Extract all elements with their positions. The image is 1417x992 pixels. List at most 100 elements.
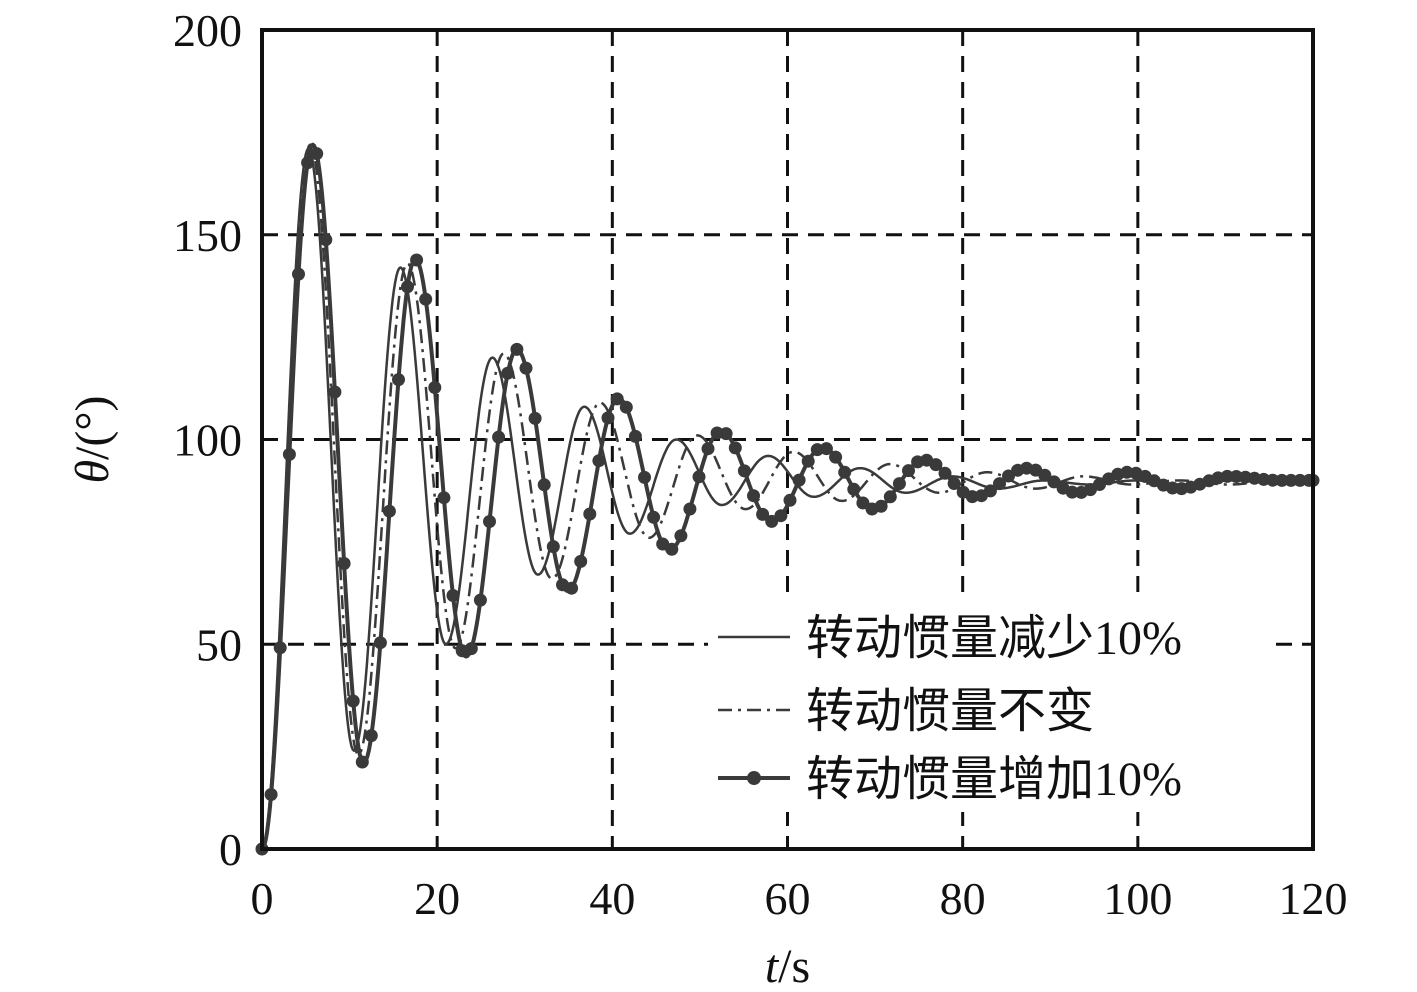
data-point [674,529,688,543]
data-point [983,484,997,498]
series-markers-2 [255,147,1320,856]
data-point [519,361,533,375]
data-point [401,280,414,294]
data-point [583,507,597,521]
data-point [410,253,424,267]
data-point [337,557,351,570]
legend-label-decrease: 转动惯量减少10% [806,612,1182,665]
data-point [437,491,451,505]
data-point [701,442,715,456]
x-axis-var: t [765,940,780,987]
data-point [464,642,478,656]
data-point [692,470,706,484]
data-point [528,411,542,425]
data-point [610,392,624,406]
data-point [301,156,315,170]
data-point [428,381,442,394]
legend-swatch-increase-marker [747,771,761,785]
data-point [892,477,906,491]
data-point [1275,473,1289,487]
x-tick-label-0: 0 [251,873,274,924]
data-point [847,482,861,496]
data-point [774,509,788,523]
data-point [310,147,324,161]
data-point [510,342,524,356]
data-point [355,755,369,769]
data-point [501,366,515,380]
data-point [1220,469,1234,483]
data-point [756,507,770,521]
x-tick-label-80: 80 [940,873,986,924]
data-point [446,589,460,602]
plot-frame [260,28,1315,851]
x-tick-label-100: 100 [1103,873,1172,924]
data-point [282,447,296,461]
data-point [819,442,833,456]
data-point [492,430,506,444]
data-point [319,233,333,247]
data-point [902,464,915,478]
data-point [619,400,633,414]
series-line-0 [261,147,1313,850]
x-tick-label-40: 40 [589,873,635,924]
data-point [1284,473,1298,487]
legend-background [708,592,1268,812]
data-point [783,493,797,507]
data-point [728,441,742,455]
data-point [382,504,396,518]
data-point [683,502,697,516]
data-point [838,465,852,479]
data-point [938,466,952,480]
tick-layer: 0 20 40 60 80 100 120 0 50 100 150 200 [173,5,1348,924]
y-tick-label-200: 200 [173,5,242,56]
data-point [273,641,287,655]
y-axis-unit: /(°) [66,395,119,460]
data-point [483,515,496,528]
data-point [647,510,661,524]
data-point [829,450,843,464]
data-point [801,454,815,468]
data-point [292,267,305,281]
data-point [638,470,651,484]
x-axis-title: t/s [765,940,810,987]
data-point [993,477,1006,491]
y-axis-title: θ/(°) [66,395,119,483]
legend-label-increase: 转动惯量增加10% [806,753,1182,806]
y-tick-label-100: 100 [173,415,242,466]
data-point [883,490,897,504]
y-tick-label-50: 50 [196,619,242,670]
data-point [1047,475,1061,489]
data-point [546,540,560,554]
data-point [346,694,360,708]
data-point [392,373,405,387]
data-point [264,788,278,801]
data-point [1293,473,1307,487]
data-point [1065,485,1079,499]
data-point [947,477,961,490]
data-point [874,499,888,513]
data-point [328,385,342,399]
series-line-1 [261,143,1313,850]
data-point [574,554,588,568]
data-point [537,478,551,492]
data-point [665,542,679,556]
x-tick-label-120: 120 [1279,873,1348,924]
data-point [1038,468,1052,482]
data-point [929,458,943,472]
x-axis-unit: /s [778,940,810,987]
y-axis-var: θ [66,460,119,484]
data-point [473,593,487,607]
data-point [628,429,642,443]
data-point [364,729,378,743]
legend-label-constant: 转动惯量不变 [806,685,1094,738]
legend: 转动惯量减少10% 转动惯量不变 转动惯量增加10% [708,592,1268,812]
data-point [373,636,387,650]
data-point [419,292,433,306]
data-point [747,489,760,503]
data-point [592,454,606,468]
data-point [719,427,733,441]
x-tick-label-20: 20 [414,873,460,924]
y-tick-label-150: 150 [173,210,242,261]
